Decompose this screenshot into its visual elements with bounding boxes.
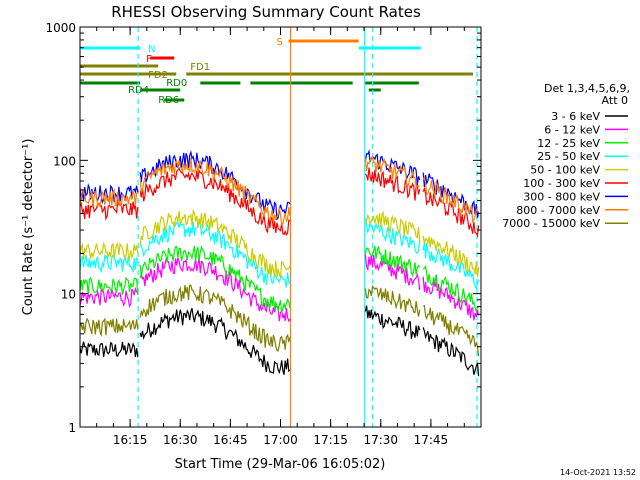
x-tick-label: 17:00 [263,433,298,447]
footer-timestamp: 14-Oct-2021 13:52 [560,468,636,477]
flag-label: S [277,37,283,48]
y-tick-label: 100 [53,154,76,168]
x-tick-label: 16:45 [213,433,248,447]
flag-label: RD0 [166,78,187,89]
legend-entry-label: 7000 - 15000 keV [502,217,600,230]
series-trace [79,209,480,278]
x-tick-label: 16:30 [163,433,198,447]
series-trace [79,218,480,290]
chart-title: RHESSI Observing Summary Count Rates [111,3,421,21]
flag-label: FD2 [148,70,168,81]
legend-entry-label: 800 - 7000 keV [516,204,600,217]
series-trace [79,305,480,377]
x-tick-label: 17:15 [313,433,348,447]
series-trace [79,167,480,238]
legend-entry-label: 12 - 25 keV [537,137,600,150]
y-tick-label: 1000 [45,21,76,35]
flag-label: RD6 [158,95,179,106]
x-axis: 16:15 16:30 16:45 17:00 17:15 17:30 17:45 [79,27,482,447]
x-tick-label: 16:15 [113,433,148,447]
series-trace [79,245,479,314]
legend-entry-label: 3 - 6 keV [551,110,600,123]
y-tick-label: 10 [61,288,76,302]
legend-entry-label: 100 - 300 keV [523,177,600,190]
legend-entry-label: 25 - 50 keV [537,150,600,163]
series-trace [79,284,480,356]
y-axis: 1 10 100 1000 [45,21,481,435]
y-axis-label: Count Rate (s⁻¹ detector⁻¹) [21,139,36,316]
x-tick-label: 17:30 [363,433,398,447]
legend-header-attenuator: Att 0 [602,94,628,107]
legend-entry-label: 300 - 800 keV [523,190,600,203]
x-tick-label: 17:45 [414,433,449,447]
legend-entry-label: 6 - 12 keV [544,123,600,136]
y-tick-label: 1 [68,421,76,435]
flag-label: FD1 [190,62,210,73]
instrument-flags: NFSFD1FD2RD0RD4RD6 [80,37,473,106]
flag-label: F [146,54,152,65]
x-axis-label: Start Time (29-Mar-06 16:05:02) [175,457,386,472]
series-lines [79,149,480,377]
legend-header-detectors: Det 1,3,4,5,6,9, [544,82,630,95]
series-trace [79,254,480,323]
flag-label: N [148,44,155,55]
series-trace [79,154,479,226]
legend-entry-label: 50 - 100 keV [530,164,600,177]
